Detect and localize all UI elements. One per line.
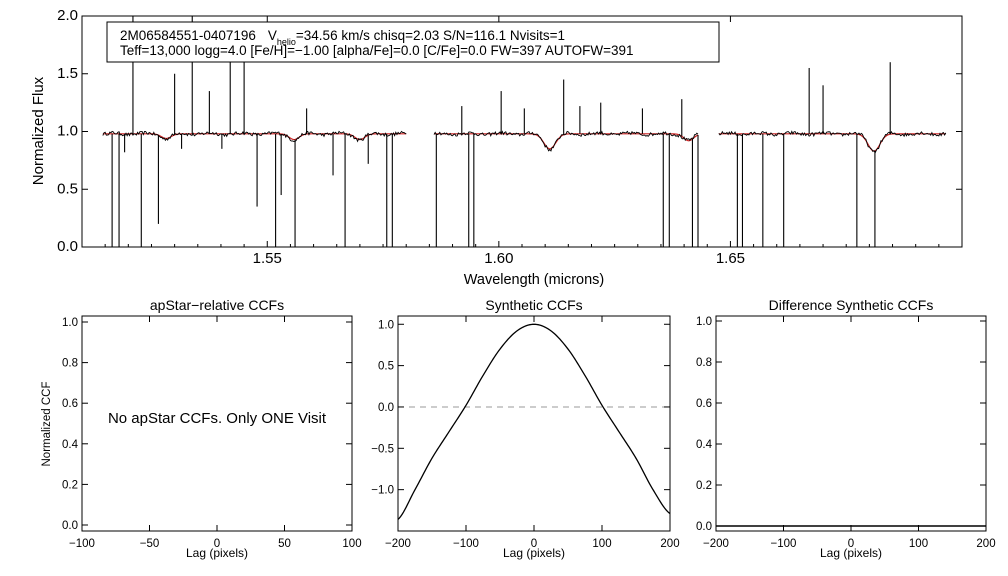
spectrum-y-tick-label: 1.5 <box>57 65 78 82</box>
spectrum-y-tick-label: 0.5 <box>57 180 78 197</box>
apstar-ccf-y-tick-label: 0.8 <box>62 358 78 370</box>
synthetic-ccf-frame <box>397 315 671 532</box>
apstar-ccf-ticks: −100 −50 0 50 100 0.0 0.2 0.4 0.6 0.8 1.0 <box>62 316 362 550</box>
spectrum-y-ticks: 0.0 0.5 1.0 1.5 2.0 <box>57 7 962 255</box>
difference-ccf-x-tick-label: −100 <box>771 538 797 550</box>
spectrum-x-tick-label: 1.55 <box>253 250 282 267</box>
observed-spectrum-chip-1 <box>102 130 407 143</box>
spectrum-y-tick-label: 1.0 <box>57 123 78 140</box>
difference-ccf-x-tick-label: 100 <box>909 538 928 550</box>
spectrum-info-box <box>106 21 720 63</box>
observed-spectrum-chip-3 <box>718 130 947 154</box>
synthetic-ccf-curve <box>397 323 671 520</box>
synthetic-ccf-y-tick-label: 1.0 <box>378 319 394 331</box>
spectrum-info-line-2: Teff=13,000 logg=4.0 [Fe/H]=−1.00 [alpha… <box>120 43 634 58</box>
synthetic-ccf-x-tick-label: 200 <box>660 538 679 550</box>
spectrum-x-label: Wavelength (microns) <box>464 272 604 288</box>
synthetic-ccf-title: Synthetic CCFs <box>485 297 582 313</box>
difference-ccf-y-tick-label: 0.0 <box>696 521 712 533</box>
spectrum-x-tick-label: 1.60 <box>484 250 513 267</box>
difference-ccf-x-label: Lag (pixels) <box>820 546 882 560</box>
difference-ccf-x-tick-label: 0 <box>848 538 854 550</box>
apstar-ccf-title: apStar−relative CCFs <box>150 297 284 313</box>
synthetic-ccf-y-tick-label: 0.0 <box>378 402 394 414</box>
synthetic-ccf-y-tick-label: −1.0 <box>371 485 394 497</box>
difference-ccf-x-tick-label: −200 <box>703 538 729 550</box>
difference-ccf-y-tick-label: 0.2 <box>696 480 712 492</box>
apstar-ccf-y-tick-label: 0.2 <box>62 479 78 491</box>
apstar-ccf-x-tick-label: −100 <box>69 538 95 550</box>
difference-ccf-y-tick-label: 1.0 <box>696 316 712 328</box>
spectrum-y-label: Normalized Flux <box>30 76 47 185</box>
model-spectrum-chip-3 <box>718 133 946 152</box>
spectrum-panel: 0.0 0.5 1.0 1.5 2.0 1.55 1.60 1.65 2M06584551-… <box>30 7 963 288</box>
difference-ccf-y-tick-label: 0.8 <box>696 357 712 369</box>
difference-ccf-title: Difference Synthetic CCFs <box>769 297 934 313</box>
difference-ccf-x-tick-label: 200 <box>976 538 995 550</box>
no-ccf-message: No apStar CCFs. Only ONE Visit <box>108 410 327 427</box>
spectrum-x-ticks: 1.55 1.60 1.65 <box>104 16 940 267</box>
observed-spectrum-line <box>102 130 947 154</box>
spectrum-spikes <box>111 16 891 247</box>
apstar-ccf-y-tick-label: 0.0 <box>62 520 78 532</box>
apstar-ccf-y-tick-label: 0.6 <box>62 398 78 410</box>
apstar-ccf-x-tick-label: 50 <box>278 538 291 550</box>
spectrum-y-tick-label: 0.0 <box>57 238 78 255</box>
spectrum-x-tick-label: 1.65 <box>716 250 745 267</box>
apstar-ccf-x-label: Lag (pixels) <box>186 546 248 560</box>
difference-ccf-ticks: −200 −100 0 100 200 0.0 0.2 0.4 0.6 0.8 1.0 <box>696 316 996 550</box>
observed-spectrum-chip-2 <box>433 130 699 152</box>
synthetic-ccf-x-tick-label: 0 <box>531 538 537 550</box>
synthetic-ccf-x-tick-label: 100 <box>592 538 611 550</box>
difference-ccf-y-tick-label: 0.6 <box>696 398 712 410</box>
synthetic-ccf-x-tick-label: −100 <box>453 538 479 550</box>
apstar-ccf-y-tick-label: 0.4 <box>62 439 79 451</box>
apstar-ccf-x-tick-label: −50 <box>140 538 160 550</box>
spectrum-info-line-1: 2M06584551-0407196 Vhelio=34.56 km/s chis… <box>120 28 565 47</box>
difference-ccf-y-tick-label: 0.4 <box>696 439 713 451</box>
vhelio-subscript: helio <box>277 37 296 47</box>
synthetic-ccf-y-tick-label: 0.5 <box>378 361 394 373</box>
difference-ccf-frame <box>715 315 987 532</box>
synthetic-ccf-y-tick-label: −0.5 <box>371 443 394 455</box>
apstar-ccf-x-tick-label: 0 <box>214 538 220 550</box>
star-id: 2M06584551-0407196 <box>120 28 256 43</box>
apstar-ccf-x-tick-label: 100 <box>342 538 361 550</box>
synthetic-ccf-line <box>397 323 671 520</box>
spectrum-y-tick-label: 2.0 <box>57 7 78 24</box>
synthetic-ccf-ticks: −200 −100 0 100 200 −1.0 −0.5 0.0 0.5 1.0 <box>371 316 680 550</box>
synthetic-ccf-panel: Synthetic CCFs Lag (pixels) −200 −100 0 100… <box>371 297 679 560</box>
apstar-ccf-y-label: Normalized CCF <box>41 382 53 467</box>
difference-ccf-panel: Difference Synthetic CCFs Lag (pixels) −… <box>696 297 996 560</box>
vhelio-text: =34.56 km/s chisq=2.03 S/N=116.1 Nvisits… <box>296 28 565 43</box>
model-spectrum-line <box>102 133 946 152</box>
apstar-ccf-panel: apStar−relative CCFs No apStar CCFs. Onl… <box>41 297 362 560</box>
apstar-ccf-y-tick-label: 1.0 <box>62 317 78 329</box>
synthetic-ccf-x-label: Lag (pixels) <box>503 546 565 560</box>
vhelio-prefix: V <box>268 28 277 43</box>
synthetic-ccf-x-tick-label: −200 <box>385 538 411 550</box>
